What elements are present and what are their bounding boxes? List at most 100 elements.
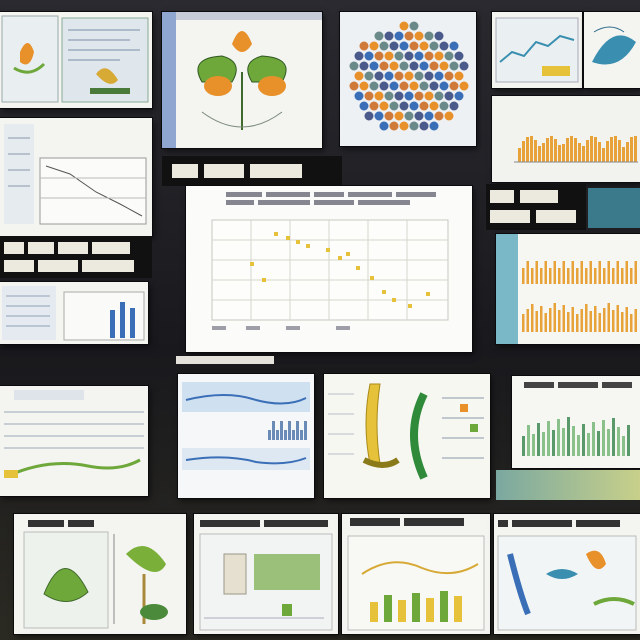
mosaic-cell bbox=[429, 81, 439, 91]
decorative-bar bbox=[554, 139, 557, 162]
decorative-bar bbox=[540, 306, 543, 332]
decorative-bar bbox=[549, 308, 552, 332]
decorative-bar bbox=[546, 138, 549, 162]
mosaic-cell bbox=[449, 41, 459, 51]
leaf-icon bbox=[592, 26, 636, 65]
scatter-point bbox=[262, 278, 266, 282]
decorative-bar bbox=[594, 137, 597, 162]
scatter-point bbox=[338, 256, 342, 260]
mosaic-cell bbox=[359, 101, 369, 111]
decorative-bar bbox=[538, 146, 541, 162]
mosaic-cell bbox=[364, 111, 374, 121]
decorative-bar bbox=[562, 144, 565, 162]
mosaic-cell bbox=[429, 101, 439, 111]
mosaic-cell bbox=[354, 51, 364, 61]
decorative-bar bbox=[621, 312, 624, 332]
mosaic-cell bbox=[444, 111, 454, 121]
mosaic-cell bbox=[429, 121, 439, 131]
bottom-panel-document bbox=[194, 514, 338, 634]
scatter-point bbox=[356, 266, 360, 270]
decorative-bar bbox=[612, 418, 615, 456]
decorative-bar bbox=[571, 307, 574, 332]
right-bar-chart-panel bbox=[496, 234, 640, 344]
mosaic-cell bbox=[454, 71, 464, 81]
mosaic-cell bbox=[429, 61, 439, 71]
top-right-panel-a bbox=[492, 12, 582, 88]
scatter-point bbox=[286, 236, 290, 240]
decorative-bar bbox=[370, 602, 378, 622]
mosaic-cell bbox=[444, 51, 454, 61]
decorative-bar bbox=[572, 426, 575, 456]
decorative-bar bbox=[552, 430, 555, 456]
mosaic-cell bbox=[394, 71, 404, 81]
decorative-bar bbox=[603, 308, 606, 332]
decorative-bar bbox=[384, 595, 392, 622]
mosaic-cell bbox=[404, 71, 414, 81]
decorative-bar bbox=[542, 143, 545, 162]
decorative-bar bbox=[590, 136, 593, 162]
decorative-bar bbox=[544, 313, 547, 332]
decorative-bar bbox=[553, 261, 556, 284]
decorative-bar bbox=[550, 136, 553, 162]
decorative-bar bbox=[284, 430, 287, 440]
mosaic-cell bbox=[404, 51, 414, 61]
mosaic-cell bbox=[414, 91, 424, 101]
document-icon bbox=[199, 520, 333, 631]
mosaic-cell bbox=[409, 41, 419, 51]
decorative-bar bbox=[558, 145, 561, 162]
mosaic-cell bbox=[459, 61, 469, 71]
decorative-bar bbox=[634, 136, 637, 162]
decorative-bar bbox=[296, 421, 299, 440]
decorative-bar bbox=[300, 430, 303, 440]
mosaic-cell bbox=[439, 61, 449, 71]
decorative-bar bbox=[597, 431, 600, 456]
decorative-bar bbox=[582, 146, 585, 162]
mosaic-cell bbox=[414, 51, 424, 61]
line-chart-icon bbox=[495, 17, 579, 83]
decorative-bar bbox=[522, 268, 525, 284]
mosaic-cell bbox=[414, 71, 424, 81]
decorative-bar bbox=[558, 310, 561, 332]
decorative-bar bbox=[562, 305, 565, 332]
bottom-panel-flower bbox=[494, 514, 640, 634]
mosaic-cell bbox=[449, 101, 459, 111]
decorative-bar bbox=[518, 148, 521, 162]
decorative-bar bbox=[626, 142, 629, 162]
center-left-divider bbox=[176, 356, 274, 364]
decorative-bar bbox=[610, 137, 613, 162]
mosaic-cell bbox=[409, 21, 419, 31]
mosaic-cell bbox=[369, 101, 379, 111]
mosaic-cell bbox=[364, 91, 374, 101]
mosaic-cell bbox=[364, 51, 374, 61]
decorative-bar bbox=[398, 600, 406, 622]
decorative-bar bbox=[531, 304, 534, 332]
mosaic-cell bbox=[424, 91, 434, 101]
flower-panel bbox=[162, 12, 322, 148]
right-heading-block bbox=[486, 184, 586, 230]
decorative-bar bbox=[522, 436, 525, 456]
decorative-bar bbox=[531, 268, 534, 284]
line-chart-icon bbox=[4, 390, 144, 478]
mosaic-cell bbox=[449, 61, 459, 71]
mosaic-cell bbox=[389, 121, 399, 131]
decorative-bar bbox=[544, 261, 547, 284]
decorative-bar bbox=[292, 430, 295, 440]
decorative-bar bbox=[589, 311, 592, 332]
decorative-bar bbox=[268, 430, 271, 440]
mosaic-cell bbox=[439, 81, 449, 91]
mosaic-cell bbox=[424, 111, 434, 121]
mosaic-cell bbox=[419, 121, 429, 131]
right-accent-strip bbox=[588, 188, 640, 228]
decorative-bar bbox=[570, 136, 573, 162]
mosaic-cell bbox=[419, 81, 429, 91]
decorative-bar bbox=[535, 261, 538, 284]
mosaic-cell bbox=[399, 21, 409, 31]
bar-chart-icon bbox=[512, 376, 640, 468]
decorative-bar bbox=[625, 261, 628, 284]
decorative-bar bbox=[577, 435, 580, 456]
center-heading-block bbox=[162, 156, 342, 186]
scatter-point bbox=[274, 232, 278, 236]
decorative-bar bbox=[580, 309, 583, 332]
mosaic-cell bbox=[434, 111, 444, 121]
seed-diagram-icon bbox=[1, 15, 149, 103]
